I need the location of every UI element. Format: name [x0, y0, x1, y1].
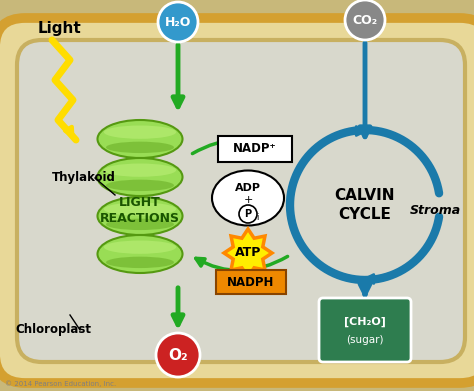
FancyBboxPatch shape — [216, 270, 286, 294]
Ellipse shape — [104, 240, 176, 254]
Text: Chloroplast: Chloroplast — [15, 323, 91, 337]
Text: NADPH: NADPH — [228, 276, 275, 289]
Text: i: i — [256, 213, 258, 222]
Text: © 2014 Pearson Education, Inc.: © 2014 Pearson Education, Inc. — [5, 380, 116, 387]
Text: Light: Light — [38, 20, 82, 36]
FancyBboxPatch shape — [17, 40, 465, 362]
Text: ATP: ATP — [235, 246, 261, 260]
Ellipse shape — [106, 179, 174, 191]
Text: +: + — [243, 195, 253, 205]
Ellipse shape — [98, 235, 182, 273]
FancyBboxPatch shape — [218, 136, 292, 162]
Text: ADP: ADP — [235, 183, 261, 193]
Text: NADP⁺: NADP⁺ — [233, 142, 277, 156]
Circle shape — [239, 205, 257, 223]
Ellipse shape — [106, 142, 174, 153]
Ellipse shape — [104, 126, 176, 139]
Text: Stroma: Stroma — [410, 203, 461, 217]
Ellipse shape — [104, 203, 176, 216]
Text: H₂O: H₂O — [165, 16, 191, 29]
Circle shape — [156, 333, 200, 377]
Ellipse shape — [212, 170, 284, 226]
Text: CO₂: CO₂ — [353, 14, 378, 27]
Ellipse shape — [106, 256, 174, 268]
Text: LIGHT
REACTIONS: LIGHT REACTIONS — [100, 196, 180, 224]
Circle shape — [158, 2, 198, 42]
Ellipse shape — [98, 197, 182, 235]
Ellipse shape — [98, 120, 182, 158]
Text: [CH₂O]: [CH₂O] — [344, 317, 386, 327]
Ellipse shape — [106, 219, 174, 230]
Ellipse shape — [104, 163, 176, 177]
Text: CALVIN
CYCLE: CALVIN CYCLE — [335, 188, 395, 222]
Text: P: P — [245, 209, 252, 219]
Polygon shape — [224, 229, 272, 277]
Ellipse shape — [98, 158, 182, 196]
Circle shape — [345, 0, 385, 40]
FancyBboxPatch shape — [319, 298, 411, 362]
Text: O₂: O₂ — [168, 348, 188, 362]
Text: Thylakoid: Thylakoid — [52, 172, 116, 185]
FancyBboxPatch shape — [0, 18, 474, 383]
Text: (sugar): (sugar) — [346, 335, 384, 345]
